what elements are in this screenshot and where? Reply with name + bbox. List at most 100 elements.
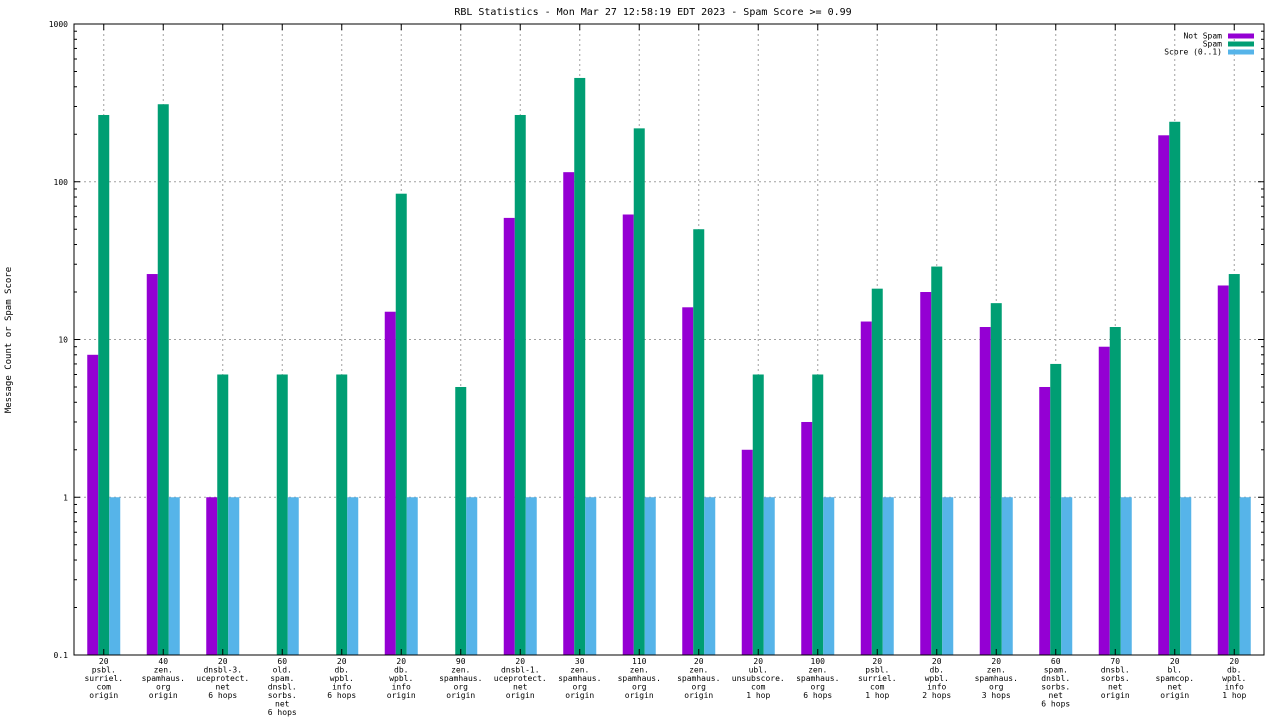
bar-spam	[633, 128, 645, 655]
x-tick-label-line: bl.	[1168, 666, 1182, 675]
x-tick-label-line: 2 hops	[922, 691, 951, 700]
x-tick-label: 20 db. wpbl. info 2 hops	[922, 657, 951, 700]
x-tick-label-line: spamhaus.	[142, 674, 185, 683]
x-tick-label-line: 6 hops	[1041, 700, 1070, 709]
bar-score-0-1	[1001, 497, 1013, 655]
bar-score-0-1	[704, 497, 716, 655]
x-tick-label-line: sorbs.	[1041, 683, 1070, 692]
x-tick-label: 70 dnsbl. sorbs. net origin	[1101, 657, 1130, 700]
x-tick-label-line: psbl.	[92, 666, 116, 675]
y-tick-label: 0.1	[54, 651, 69, 660]
bar-score-0-1	[942, 497, 954, 655]
bar-spam	[574, 77, 586, 655]
x-tick-label-line: zen.	[987, 666, 1006, 675]
bar-score-0-1	[882, 497, 894, 655]
bar-not-spam	[741, 449, 753, 655]
x-tick-label-line: sorbs.	[268, 691, 297, 700]
bar-spam	[871, 288, 883, 655]
x-tick-label-line: spamhaus.	[439, 674, 482, 683]
x-tick-label-line: db.	[930, 666, 944, 675]
bar-not-spam	[503, 217, 515, 655]
bar-not-spam	[682, 307, 694, 655]
bar-score-0-1	[168, 497, 180, 655]
legend-label: Score (0..1)	[1164, 48, 1222, 57]
bar-score-0-1	[287, 497, 299, 655]
bar-score-0-1	[1061, 497, 1073, 655]
x-tick-label: 20 psbl. surriel. com origin	[84, 657, 123, 700]
x-tick-label: 60 spam. dnsbl. sorbs. net 6 hops	[1041, 657, 1070, 709]
x-tick-label-line: dnsbl.	[1041, 674, 1070, 683]
x-tick-label-line: db.	[1227, 666, 1241, 675]
x-tick-label-line: origin	[625, 691, 654, 700]
bar-spam	[514, 114, 526, 655]
legend-label: Not Spam	[1183, 32, 1222, 41]
bar-not-spam	[801, 421, 813, 655]
x-tick-label-line: 20	[991, 657, 1001, 666]
x-tick-label: 100 zen. spamhaus. org 6 hops	[796, 657, 839, 700]
bars-layer	[87, 77, 1251, 656]
x-tick-label-line: 20	[932, 657, 942, 666]
x-tick-label: 20 ubl. unsubscore. com 1 hop	[732, 657, 785, 700]
x-tick-label-line: 1 hop	[865, 691, 889, 700]
bar-not-spam	[1217, 285, 1229, 655]
x-tick-label-line: 20	[694, 657, 704, 666]
x-tick-label-line: db.	[335, 666, 349, 675]
x-tick-label-line: origin	[565, 691, 594, 700]
x-tick-label: 30 zen. spamhaus. org origin	[558, 657, 601, 700]
bar-not-spam	[1158, 135, 1170, 655]
x-tick-label-line: com	[97, 683, 112, 692]
x-tick-label-line: origin	[506, 691, 535, 700]
x-tick-label-line: spamhaus.	[677, 674, 720, 683]
legend-swatch	[1228, 49, 1254, 55]
x-tick-label-line: old.	[273, 666, 292, 675]
legend-label: Spam	[1203, 40, 1222, 49]
x-tick-label-line: 20	[99, 657, 109, 666]
bar-score-0-1	[466, 497, 478, 655]
x-tick-label: 20 db. wpbl. info 1 hop	[1222, 657, 1246, 700]
bar-spam	[1109, 327, 1121, 655]
x-tick-label-line: ubl.	[749, 666, 768, 675]
bar-score-0-1	[823, 497, 835, 655]
x-tick-label-line: surriel.	[84, 674, 123, 683]
x-tick-label-line: 6 hops	[268, 708, 297, 717]
bar-score-0-1	[644, 497, 656, 655]
x-tick-label-line: 20	[1229, 657, 1239, 666]
y-axis-label: Message Count or Spam Score	[4, 267, 14, 413]
x-tick-label-line: org	[156, 683, 171, 692]
x-tick-label-line: origin	[1160, 691, 1189, 700]
bar-spam	[693, 229, 705, 655]
x-tick-label-line: net	[1168, 683, 1183, 692]
bar-score-0-1	[1239, 497, 1251, 655]
bar-not-spam	[206, 497, 218, 655]
x-tick-label-line: 60	[1051, 657, 1061, 666]
x-tick-label: 20 dnsbl-1. uceprotect. net origin	[494, 657, 547, 700]
bar-not-spam	[622, 214, 634, 655]
x-tick-label-line: 6 hops	[803, 691, 832, 700]
x-tick-label-line: uceprotect.	[494, 674, 547, 683]
x-tick-label-line: db.	[394, 666, 408, 675]
x-tick-label: 20 db. wpbl. info origin	[387, 657, 416, 700]
bar-score-0-1	[347, 497, 359, 655]
x-tick-label-line: 20	[396, 657, 406, 666]
x-tick-label: 20 zen. spamhaus. org 3 hops	[975, 657, 1018, 700]
bar-score-0-1	[1120, 497, 1132, 655]
x-tick-label-line: zen.	[630, 666, 649, 675]
bar-spam	[336, 374, 348, 655]
x-tick-label-line: origin	[149, 691, 178, 700]
x-tick-label-line: spam.	[1044, 666, 1068, 675]
y-tick-label: 100	[54, 178, 69, 187]
bar-spam	[1050, 363, 1062, 655]
bar-spam	[455, 386, 467, 655]
bar-not-spam	[563, 172, 575, 655]
bar-spam	[157, 104, 169, 656]
x-tick-label-line: dnsbl-1.	[501, 666, 540, 675]
x-tick-label-line: 110	[632, 657, 647, 666]
x-tick-label-line: com	[751, 683, 766, 692]
bar-spam	[1169, 121, 1181, 656]
x-tick-label-line: com	[870, 683, 885, 692]
x-tick-label-line: zen.	[689, 666, 708, 675]
bar-score-0-1	[228, 497, 240, 655]
